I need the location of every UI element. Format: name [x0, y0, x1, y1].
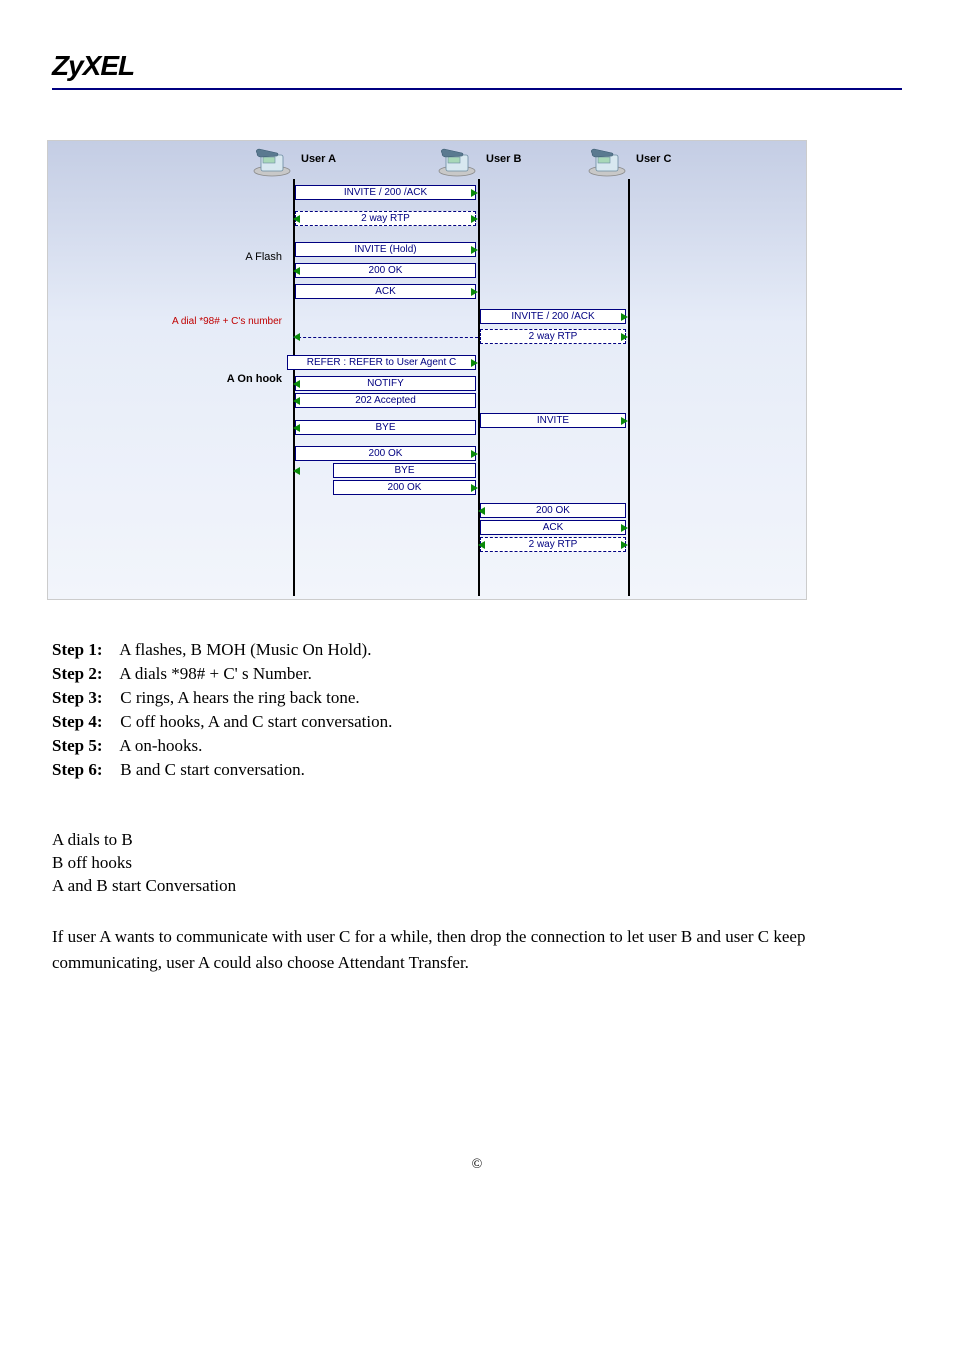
sip-message-box: 200 OK [480, 503, 626, 518]
step-text: B and C start conversation. [116, 760, 305, 779]
arrow-right-icon [621, 524, 628, 532]
sip-message-box: BYE [333, 463, 476, 478]
step-row: Step 2: A dials *98# + C' s Number. [52, 664, 902, 684]
phone-icon [251, 147, 293, 177]
intro-line: A dials to B [52, 830, 902, 850]
page-header: ZyXEL [52, 50, 902, 90]
sip-message-box: 202 Accepted [295, 393, 476, 408]
arrow-right-icon [621, 417, 628, 425]
arrow-left-icon [478, 507, 485, 515]
step-label: Step 6: [52, 760, 116, 780]
step-row: Step 1: A flashes, B MOH (Music On Hold)… [52, 640, 902, 660]
side-label: A Flash [48, 251, 282, 263]
side-label: A On hook [48, 373, 282, 385]
header-rule [52, 88, 902, 90]
sip-flow-diagram: User A User B User C A Flash A dial *98# + C… [47, 140, 807, 600]
step-label: Step 2: [52, 664, 116, 684]
sip-message-box: ACK [295, 284, 476, 299]
arrow-right-icon [471, 215, 478, 223]
user-label: User C [636, 153, 671, 165]
steps-list: Step 1: A flashes, B MOH (Music On Hold)… [52, 640, 902, 780]
arrow-right-icon [621, 313, 628, 321]
step-text: A flashes, B MOH (Music On Hold). [116, 640, 371, 659]
user-label: User A [301, 153, 336, 165]
sip-message-box: INVITE [480, 413, 626, 428]
step-text: C off hooks, A and C start conversation. [116, 712, 392, 731]
arrow-left-icon [478, 541, 485, 549]
arrow-right-icon [621, 333, 628, 341]
intro-line: B off hooks [52, 853, 902, 873]
step-label: Step 4: [52, 712, 116, 732]
step-row: Step 3: C rings, A hears the ring back t… [52, 688, 902, 708]
intro-line: A and B start Conversation [52, 876, 902, 896]
sip-flow-diagram-wrap: User A User B User C A Flash A dial *98# + C… [47, 140, 902, 600]
arrow-right-icon [471, 450, 478, 458]
lifeline [628, 179, 630, 596]
arrow-right-icon [471, 189, 478, 197]
sip-message-box: 200 OK [295, 263, 476, 278]
sip-message-box: REFER : REFER to User Agent C [287, 355, 476, 370]
arrow-left-icon [293, 380, 300, 388]
arrow-left-icon [293, 333, 300, 341]
step-text: A dials *98# + C' s Number. [116, 664, 312, 683]
sip-message-box: INVITE / 200 /ACK [295, 185, 476, 200]
side-label: A dial *98# + C's number [48, 316, 282, 327]
arrow-left-icon [293, 215, 300, 223]
body-paragraph: If user A wants to communicate with user… [52, 924, 902, 977]
sip-message-box: 2 way RTP [480, 537, 626, 552]
sip-message-box: INVITE (Hold) [295, 242, 476, 257]
sip-message-box: 2 way RTP [480, 329, 626, 344]
user-label: User B [486, 153, 521, 165]
step-row: Step 5: A on-hooks. [52, 736, 902, 756]
sip-message-box: ACK [480, 520, 626, 535]
sip-message-box: NOTIFY [295, 376, 476, 391]
arrow-right-icon [471, 484, 478, 492]
sip-message-box: INVITE / 200 /ACK [480, 309, 626, 324]
step-row: Step 6: B and C start conversation. [52, 760, 902, 780]
footer-copyright: © [52, 1157, 902, 1173]
phone-icon [436, 147, 478, 177]
phone-icon [586, 147, 628, 177]
brand-logo: ZyXEL [52, 50, 902, 82]
sip-message-box: 200 OK [295, 446, 476, 461]
dashed-connector [293, 337, 478, 338]
step-row: Step 4: C off hooks, A and C start conve… [52, 712, 902, 732]
step-label: Step 5: [52, 736, 116, 756]
step-label: Step 3: [52, 688, 116, 708]
arrow-left-icon [293, 267, 300, 275]
step-text: C rings, A hears the ring back tone. [116, 688, 360, 707]
sip-message-box: 200 OK [333, 480, 476, 495]
step-label: Step 1: [52, 640, 116, 660]
arrow-right-icon [471, 288, 478, 296]
arrow-right-icon [621, 541, 628, 549]
arrow-left-icon [293, 397, 300, 405]
arrow-left-icon [293, 424, 300, 432]
sip-message-box: 2 way RTP [295, 211, 476, 226]
sip-message-box: BYE [295, 420, 476, 435]
arrow-right-icon [471, 359, 478, 367]
arrow-left-icon [293, 467, 300, 475]
intro-paragraph: A dials to B B off hooks A and B start Con… [52, 830, 902, 896]
step-text: A on-hooks. [116, 736, 202, 755]
arrow-right-icon [471, 246, 478, 254]
